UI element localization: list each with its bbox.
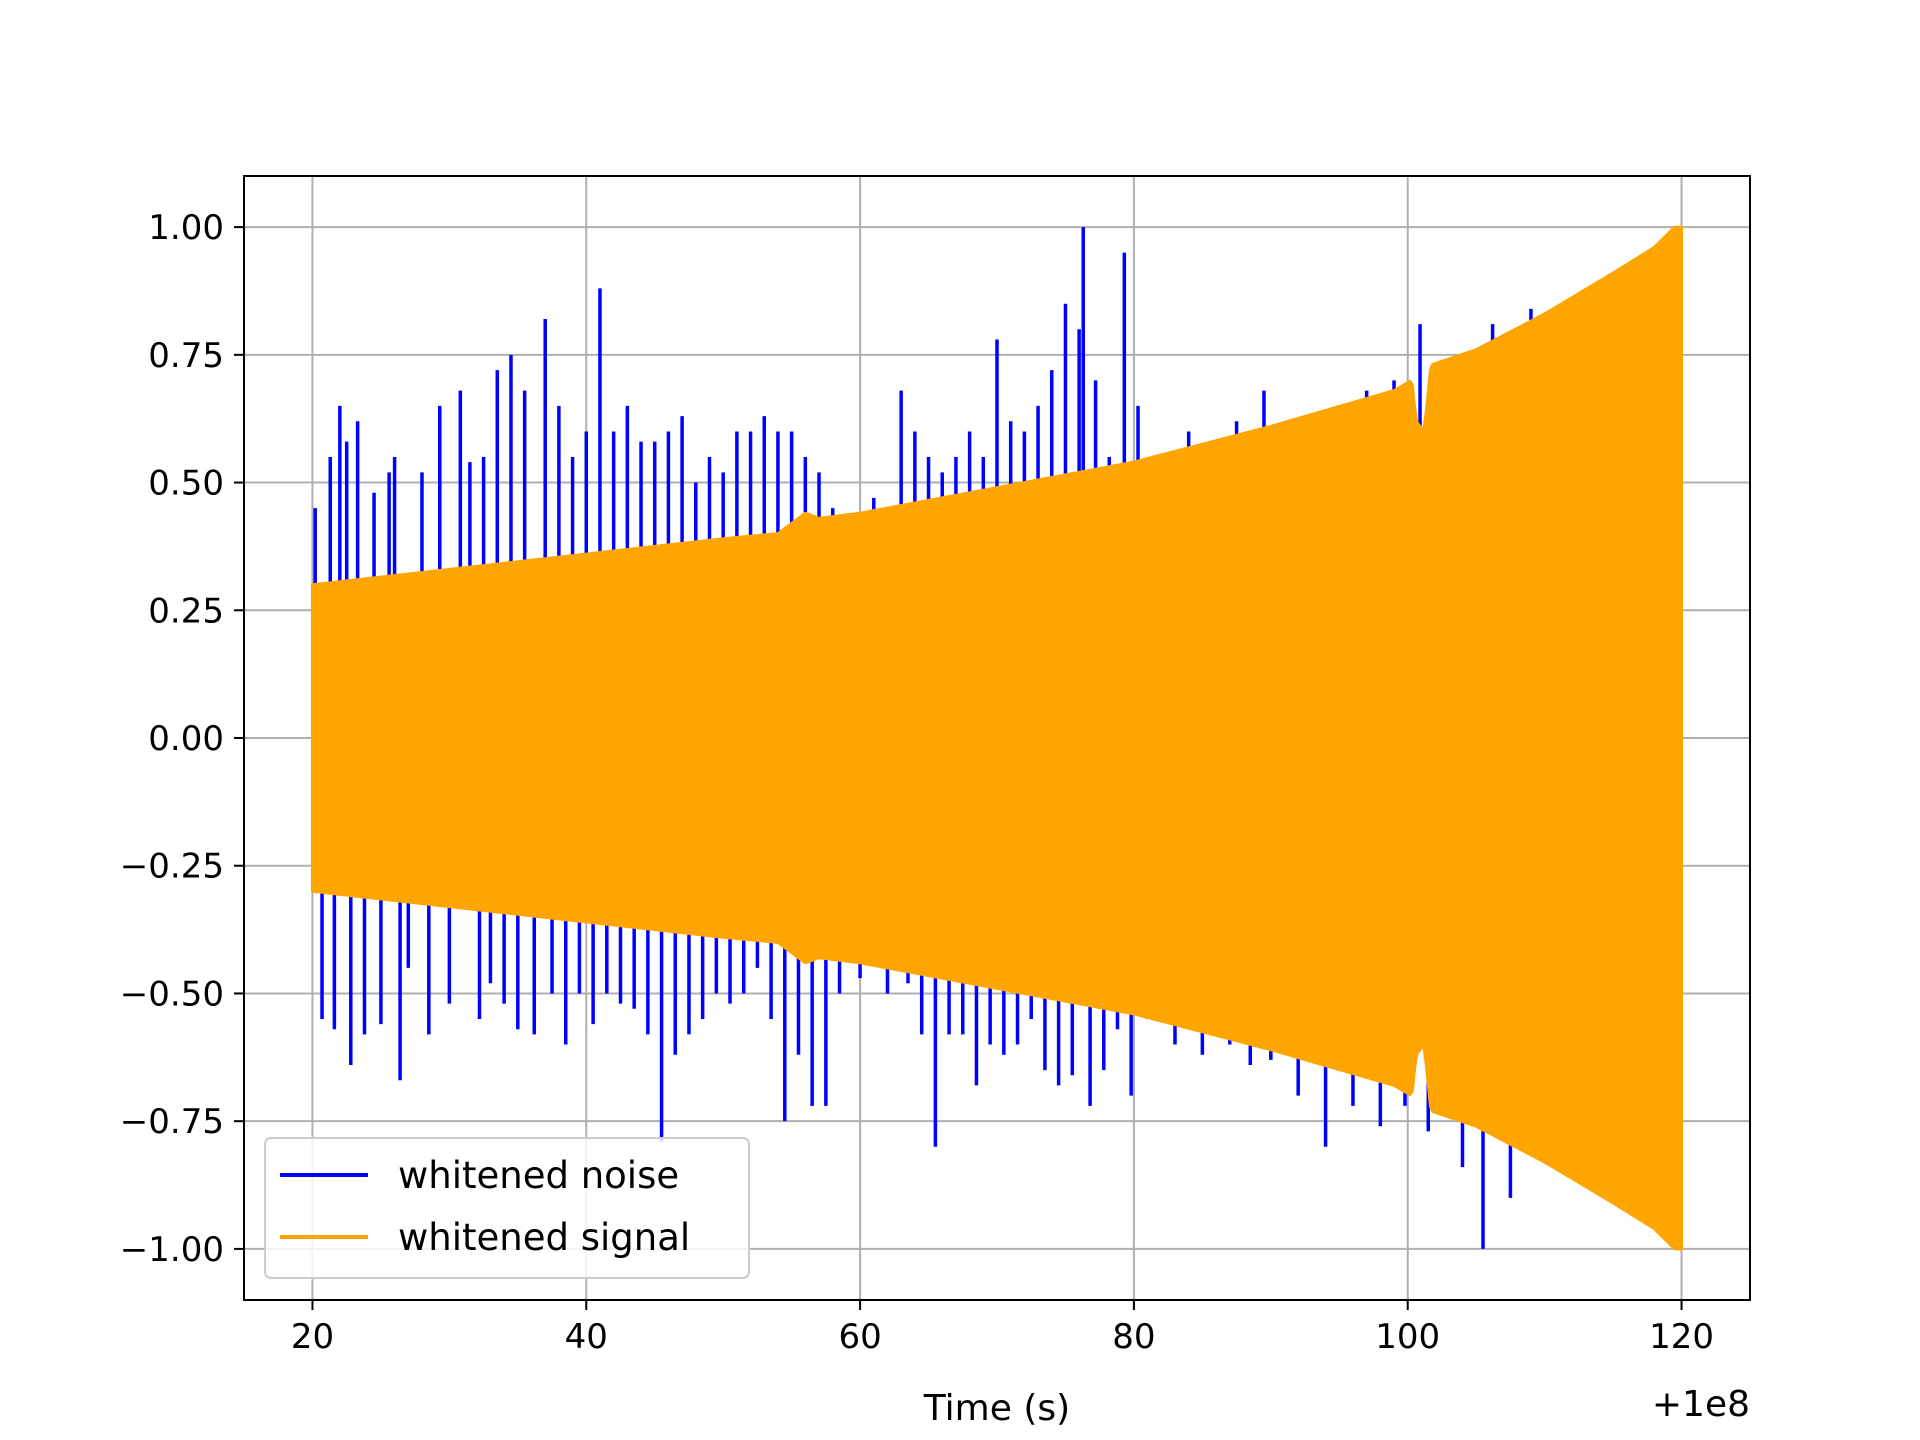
tick-labels: 20 40 60 80 100 120 −1.00 −0.75 −0.50 −0.25 0.00 0.… xyxy=(120,208,1714,1357)
y-tick-label: −0.50 xyxy=(120,974,224,1014)
series-whitened-signal xyxy=(311,225,1683,1251)
y-tick-label: 1.00 xyxy=(148,208,224,248)
y-tick-label: −0.25 xyxy=(120,847,224,887)
series-layer xyxy=(311,225,1683,1251)
x-tick-label: 20 xyxy=(291,1317,334,1357)
x-tick-label: 60 xyxy=(838,1317,881,1357)
y-tick-label: 0.00 xyxy=(148,719,224,759)
x-tick-label: 120 xyxy=(1649,1317,1714,1357)
legend-label-signal: whitened signal xyxy=(398,1216,690,1259)
x-tick-label: 40 xyxy=(565,1317,608,1357)
y-tick-label: −1.00 xyxy=(120,1230,224,1270)
x-tick-label: 80 xyxy=(1112,1317,1155,1357)
legend: whitened noise whitened signal xyxy=(264,1137,750,1279)
y-tick-label: −0.75 xyxy=(120,1102,224,1142)
y-tick-label: 0.25 xyxy=(148,591,224,631)
x-axis-label: Time (s) xyxy=(923,1388,1070,1429)
ticks xyxy=(234,226,1683,1310)
x-axis-offset-label: +1e8 xyxy=(1652,1384,1750,1425)
legend-box xyxy=(264,1137,750,1279)
x-tick-label: 100 xyxy=(1375,1317,1440,1357)
y-tick-label: 0.50 xyxy=(148,464,224,504)
legend-label-noise: whitened noise xyxy=(398,1154,679,1197)
y-tick-label: 0.75 xyxy=(148,336,224,376)
